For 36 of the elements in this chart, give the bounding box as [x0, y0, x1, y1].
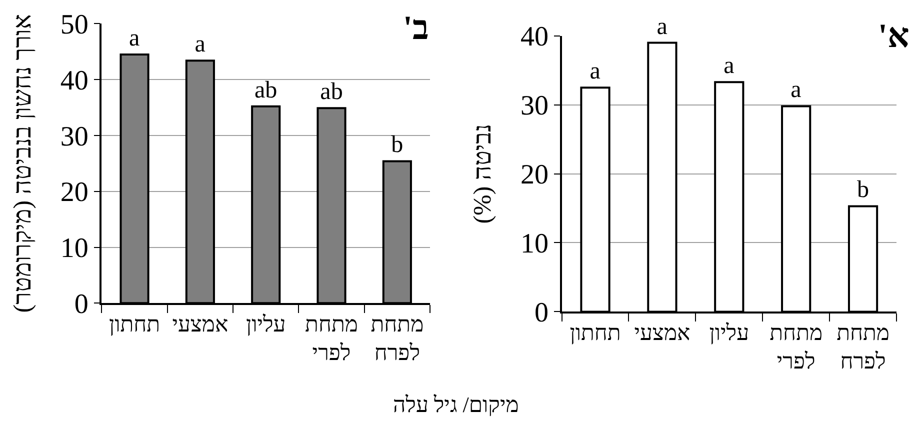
- x-tick-label: מתחת לפרח: [370, 311, 424, 365]
- y-tick-label: 40: [520, 22, 548, 53]
- y-tick-label: 10: [60, 233, 88, 264]
- x-tick-label: מתחת לפרי: [305, 311, 358, 365]
- y-tick-label: 40: [60, 65, 88, 96]
- data-label: ab: [320, 79, 343, 106]
- chart-title: א': [878, 18, 910, 55]
- data-label: b: [391, 132, 404, 158]
- x-tick-label: אמצעי: [634, 320, 690, 345]
- x-axis-title: מיקום/ גיל עלה: [393, 392, 519, 417]
- x-tick-label: עליון: [709, 320, 750, 345]
- x-tick-label: מתחת לפרח: [836, 320, 890, 374]
- y-tick-label: 20: [520, 160, 548, 191]
- x-tick-label: מתחת לפרי: [770, 320, 823, 374]
- data-label: a: [129, 25, 140, 52]
- data-label: ab: [254, 77, 278, 104]
- y-tick-label: 10: [520, 228, 548, 260]
- y-axis-title: נביטה (%): [470, 124, 497, 224]
- chart-title: ב': [403, 10, 429, 47]
- x-tick-label: אמצעי: [172, 311, 228, 336]
- data-label: a: [656, 14, 668, 40]
- y-axis-title: אורך נחשון בנביטה (מיקרומטר): [10, 14, 37, 313]
- data-label: a: [790, 77, 802, 104]
- y-tick-label: 30: [520, 90, 548, 122]
- x-tick-label: עליון: [246, 311, 286, 336]
- data-label: b: [857, 177, 870, 204]
- data-label: a: [724, 53, 735, 80]
- data-label: a: [194, 32, 206, 58]
- y-tick-label: 30: [60, 121, 88, 152]
- y-tick-label: 0: [74, 288, 88, 320]
- y-tick-label: 20: [60, 177, 88, 208]
- y-tick-label: 50: [60, 10, 88, 40]
- data-label: a: [590, 58, 601, 85]
- y-tick-label: 0: [534, 298, 548, 329]
- x-tick-label: תחתון: [108, 311, 160, 336]
- x-tick-label: תחתון: [570, 320, 621, 345]
